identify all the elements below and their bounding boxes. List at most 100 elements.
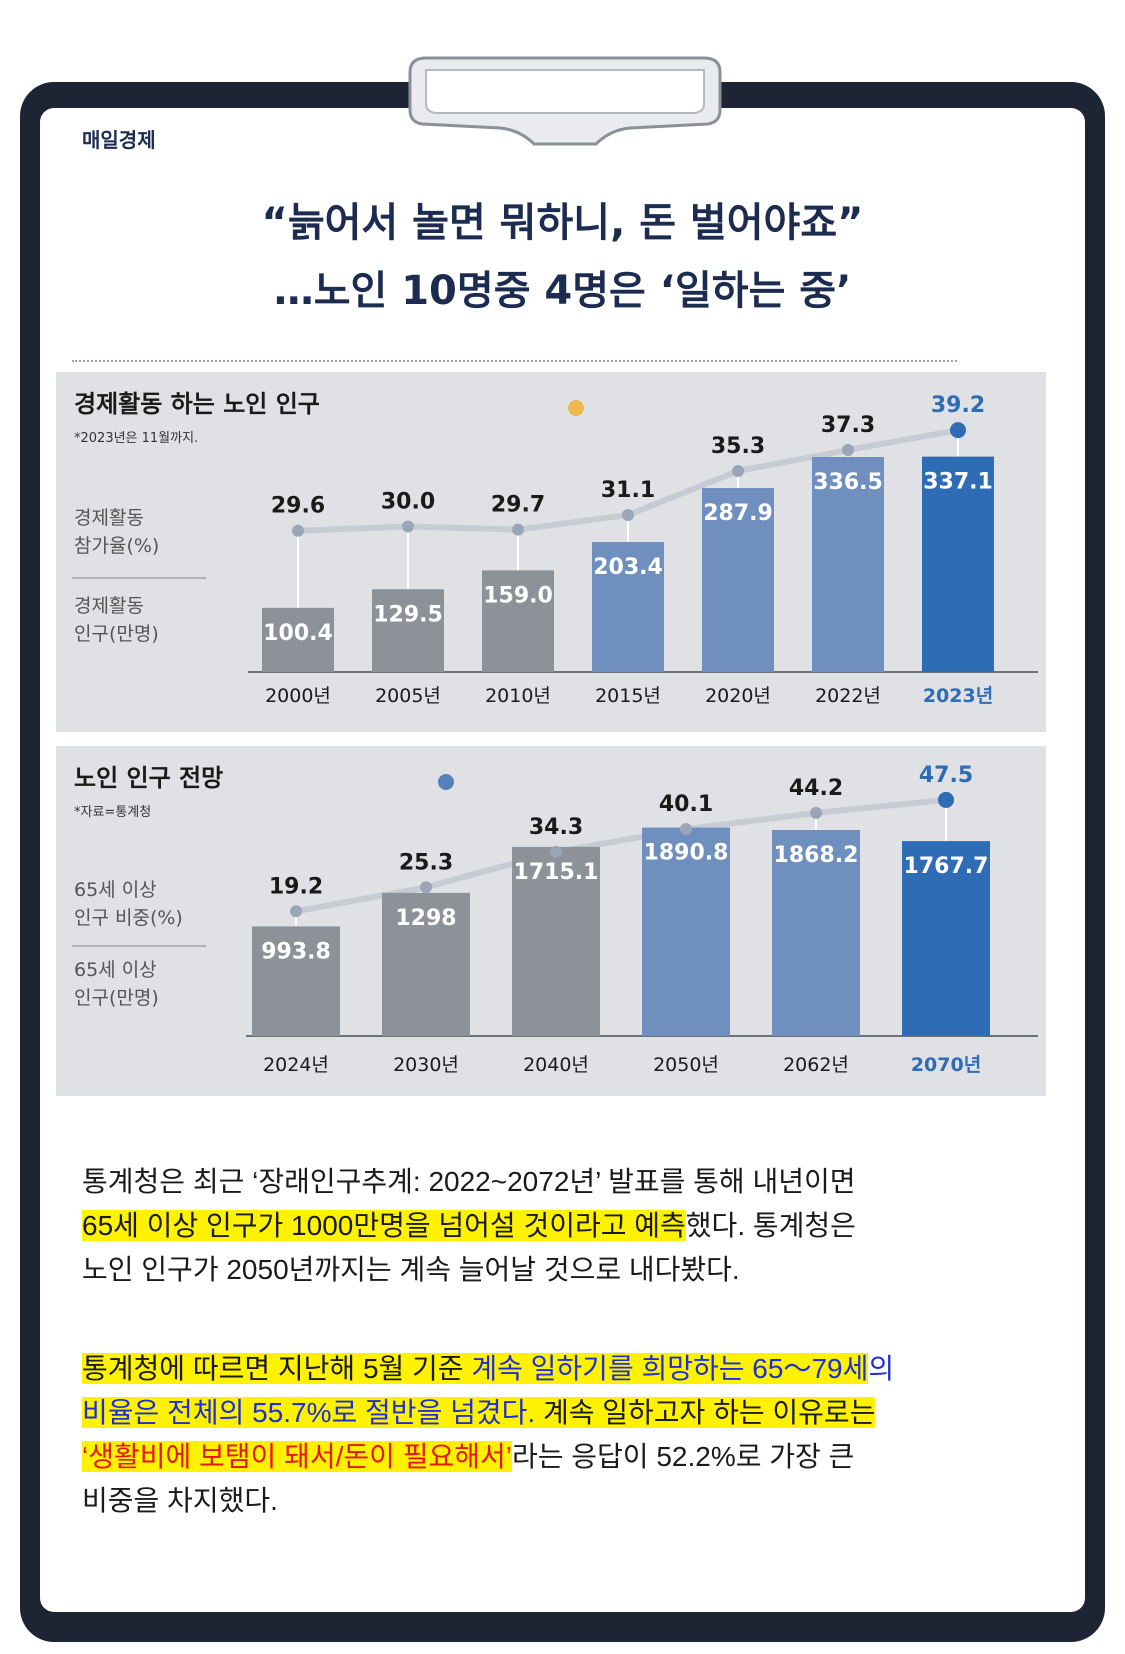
text-run: 통계청에 따르면 지난해 5월 기준	[82, 1353, 472, 1384]
bar-axis-label: 65세 이상	[74, 959, 157, 981]
text-run: ‘생활비에 보탬이 돼서/돈이 필요해서’	[82, 1441, 512, 1472]
category-label-0: 2024년	[263, 1054, 329, 1076]
category-label-4: 2020년	[705, 685, 771, 707]
rate-label-4: 44.2	[789, 776, 843, 801]
text-run: 비중을 차지했다.	[82, 1485, 278, 1516]
bar-0	[262, 607, 334, 672]
bar-label-0: 100.4	[263, 621, 333, 646]
article-paragraph-2: 통계청에 따르면 지난해 5월 기준 계속 일하기를 희망하는 65～79세의 비…	[82, 1347, 1062, 1523]
chart-svg-0: 경제활동 하는 노인 인구*2023년은 11월까지.경제활동참가율(%)경제활…	[72, 390, 1038, 707]
rate-dot-0	[292, 524, 304, 537]
bar-5	[902, 841, 990, 1036]
rate-axis-label: 참가율(%)	[74, 535, 159, 557]
bar-1	[382, 892, 470, 1036]
category-label-5: 2022년	[815, 685, 881, 707]
bar-4	[772, 830, 860, 1036]
rate-axis-label: 65세 이상	[74, 879, 157, 901]
chart-note: *자료=통계청	[74, 805, 151, 820]
bar-label-2: 159.0	[483, 583, 553, 608]
rate-label-4: 35.3	[711, 434, 765, 459]
paragraph-line: 통계청에 따르면 지난해 5월 기준 계속 일하기를 희망하는 65～79세의	[82, 1347, 1062, 1391]
bar-axis-label: 인구(만명)	[74, 623, 159, 645]
bar-axis-label: 인구(만명)	[74, 987, 159, 1009]
category-label-1: 2005년	[375, 685, 441, 707]
bar-label-1: 129.5	[373, 602, 443, 627]
rate-dot-1	[402, 520, 414, 533]
paragraph-line: 65세 이상 인구가 1000만명을 넘어설 것이라고 예측했다. 통계청은	[82, 1204, 1062, 1248]
rate-dot-5	[938, 791, 954, 808]
text-run: 라는 응답이 52.2%로 가장 큰	[511, 1441, 855, 1472]
paragraph-line: 통계청은 최근 ‘장래인구추계: 2022~2072년’ 발표를 통해 내년이면	[82, 1160, 1062, 1204]
bar-0	[252, 926, 340, 1036]
chart-title: 경제활동 하는 노인 인구	[74, 390, 320, 418]
text-run: 65세 이상 인구가 1000만명을 넘어설 것이라고 예측	[82, 1210, 686, 1241]
rate-label-1: 25.3	[399, 850, 453, 875]
text-run: 했다. 통계청은	[685, 1210, 856, 1241]
bar-label-2: 1715.1	[514, 860, 599, 885]
article-paragraph-1: 통계청은 최근 ‘장래인구추계: 2022~2072년’ 발표를 통해 내년이면…	[82, 1160, 1062, 1292]
decor-dot	[438, 774, 454, 790]
bar-label-1: 1298	[395, 906, 456, 931]
bar-3	[642, 827, 730, 1036]
rate-label-2: 29.7	[491, 493, 545, 518]
rate-label-5: 37.3	[821, 413, 875, 438]
rate-dot-2	[550, 845, 562, 858]
chart-economic-activity: 경제활동 하는 노인 인구 *2023년은 11월까지. 경제활동 참가율(%) 경제활…	[56, 372, 1046, 732]
rate-trend-line	[293, 796, 949, 915]
bar-label-3: 1890.8	[644, 841, 729, 866]
bar-label-0: 993.8	[261, 939, 331, 964]
rate-dot-4	[732, 465, 744, 477]
bar-label-5: 1767.7	[904, 854, 989, 879]
bar-5	[812, 457, 884, 672]
category-label-1: 2030년	[393, 1054, 459, 1076]
rate-axis-label: 인구 비중(%)	[74, 907, 183, 929]
category-label-5: 2070년	[911, 1054, 981, 1076]
rate-label-5: 47.5	[919, 763, 973, 788]
rate-label-6: 39.2	[931, 393, 985, 418]
rate-axis-label: 경제활동	[74, 507, 144, 529]
bar-axis-label: 경제활동	[74, 595, 144, 617]
rate-dot-2	[512, 523, 524, 536]
category-label-0: 2000년	[265, 685, 331, 707]
bar-2	[512, 846, 600, 1036]
category-label-4: 2062년	[783, 1054, 849, 1076]
rate-dot-3	[622, 509, 634, 521]
text-run: 노인 인구가 2050년까지는 계속 늘어날 것으로 내다봤다.	[82, 1254, 740, 1285]
bar-label-4: 287.9	[703, 501, 773, 526]
bar-4	[702, 488, 774, 672]
rate-label-0: 29.6	[271, 494, 325, 519]
dotted-divider	[72, 360, 957, 362]
bar-1	[372, 589, 444, 672]
rate-label-3: 31.1	[601, 478, 655, 503]
headline-line-2: …노인 10명중 4명은 ‘일하는 중’	[273, 268, 852, 314]
category-label-3: 2015년	[595, 685, 661, 707]
bar-label-6: 337.1	[923, 470, 993, 495]
rate-label-0: 19.2	[269, 874, 323, 899]
paragraph-line: 비율은 전체의 55.7%로 절반을 넘겼다. 계속 일하고자 하는 이유로는	[82, 1391, 1062, 1435]
rate-dot-4	[810, 806, 822, 819]
bar-label-5: 336.5	[813, 470, 883, 495]
bar-3	[592, 542, 664, 672]
paragraph-line: ‘생활비에 보탬이 돼서/돈이 필요해서’라는 응답이 52.2%로 가장 큰	[82, 1435, 1062, 1479]
category-label-2: 2040년	[523, 1054, 589, 1076]
rate-label-1: 30.0	[381, 490, 435, 515]
rate-label-2: 34.3	[529, 815, 583, 840]
decor-dot	[568, 400, 584, 416]
category-label-2: 2010년	[485, 685, 551, 707]
bar-6	[922, 456, 994, 672]
source-label: 매일경제	[82, 128, 156, 152]
chart-elderly-projection: 노인 인구 전망 *자료=통계청 65세 이상 인구 비중(%) 65세 이상 인구(만명…	[56, 746, 1046, 1096]
bar-label-3: 203.4	[593, 555, 663, 580]
text-run: 통계청은 최근 ‘장래인구추계: 2022~2072년’ 발표를 통해 내년이면	[82, 1166, 856, 1197]
rate-label-3: 40.1	[659, 792, 713, 817]
text-run: 의	[868, 1353, 895, 1384]
rate-dot-1	[420, 881, 432, 894]
rate-dot-3	[680, 823, 692, 836]
paragraph-line: 노인 인구가 2050년까지는 계속 늘어날 것으로 내다봤다.	[82, 1248, 1062, 1292]
text-run: 계속 일하고자 하는 이유로는	[535, 1397, 876, 1428]
rate-dot-0	[290, 905, 302, 918]
chart-title: 노인 인구 전망	[74, 764, 223, 792]
rate-dot-6	[950, 422, 966, 439]
rate-dot-5	[842, 444, 854, 457]
